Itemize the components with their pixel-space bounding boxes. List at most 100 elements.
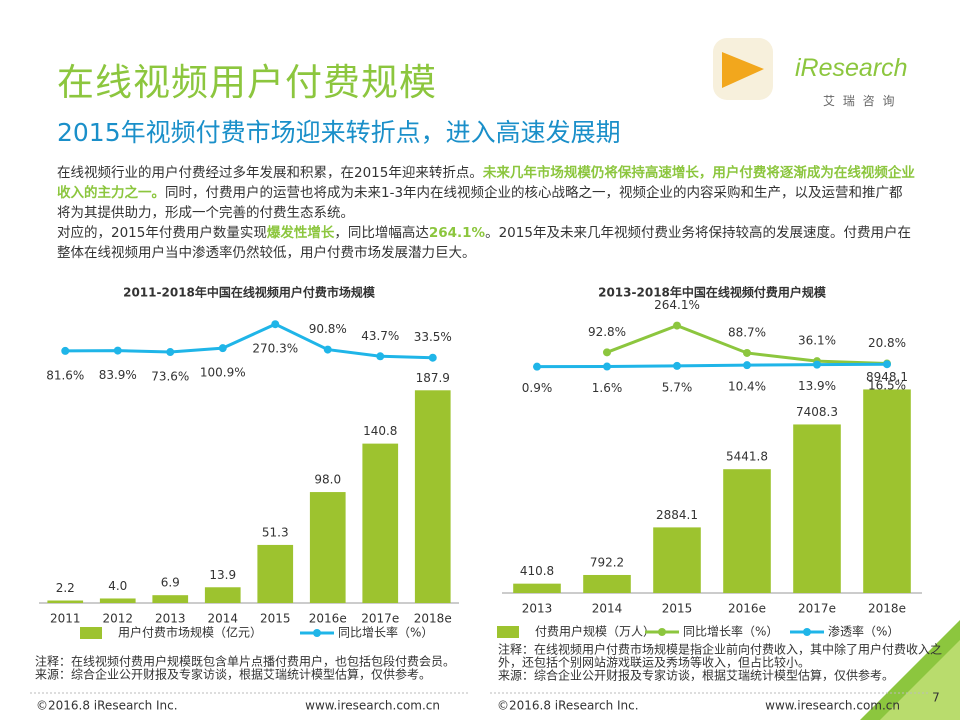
text-run: 在线视频行业的用户付费经过多年发展和积累，在2015年迎来转折点。 [57,165,483,181]
data-label: 13.9% [798,379,836,393]
data-label: 792.2 [590,555,624,569]
line-point [166,348,175,357]
x-tick-label: 2018e [868,602,906,616]
x-tick-label: 2018e [414,612,452,626]
bar [863,389,911,593]
bar [653,527,701,593]
footer-text: ©2016.8 iResearch Inc. [36,699,178,713]
x-tick-label: 2017e [798,602,836,616]
page-subtitle: 2015年视频付费市场迎来转折点，进入高速发展期 [57,118,621,147]
data-label: 90.8% [309,322,347,336]
legend-swatch [80,627,102,639]
legend-swatch [313,629,321,637]
legend-swatch [803,628,811,636]
legend-swatch [658,628,666,636]
data-label: 1.6% [592,381,623,395]
data-label: 2884.1 [656,508,698,522]
bar [583,574,631,593]
chart-title: 2011-2018年中国在线视频用户付费市场规模 [123,285,376,300]
data-label: 10.4% [728,380,766,394]
data-label: 410.8 [520,564,554,578]
x-tick-label: 2013 [155,612,186,626]
bar [723,469,771,593]
x-tick-label: 2015 [662,602,693,616]
x-tick-label: 2011 [50,612,81,626]
data-label: 13.9 [209,568,236,582]
data-label: 270.3% [252,342,298,356]
bar [414,390,451,603]
paragraph: 在线视频行业的用户付费经过多年发展和积累，在2015年迎来转折点。未来几年市场规… [57,163,915,223]
data-label: 92.8% [588,325,626,339]
page-title: 在线视频用户付费规模 [57,61,437,104]
legend-swatch [497,626,519,638]
x-tick-label: 2016e [728,602,766,616]
data-label: 0.9% [522,381,553,395]
footer-text: www.iresearch.com.cn [765,699,900,713]
text-run: 264.1% [428,225,486,241]
note: 注释：在线视频付费用户规模既包含单片点播付费用户，也包括包段付费会员。 [35,654,455,669]
x-tick-label: 2014 [207,612,238,626]
data-label: 100.9% [200,366,246,380]
x-tick-label: 2017e [361,612,399,626]
line-point [113,346,122,355]
paragraph: 对应的，2015年付费用户数量实现爆发性增长，同比增幅高达264.1%。2015… [57,223,915,263]
data-label: 73.6% [151,370,189,384]
line-point [603,362,611,371]
note: 来源：综合企业公开财报及专家访谈，根据艾瑞统计模型估算，仅供参考。 [35,667,431,682]
data-label: 7408.3 [796,405,838,419]
text-run: 。2015年及未来几年视频付费业务将保持较高的发展速度。付费用户在整体在线视频用… [57,225,911,261]
data-label: 5.7% [662,380,693,394]
line-point [673,361,681,370]
x-tick-label: 2015 [260,612,291,626]
data-label: 8948.1 [866,370,908,384]
data-label: 187.9 [416,371,450,385]
data-label: 98.0 [314,473,341,487]
text-run: 对应的，2015年付费用户数量实现 [57,225,267,241]
logo: iResearch [795,54,908,82]
bar [152,595,189,603]
data-label: 2.2 [56,581,75,595]
legend-label: 用户付费市场规模（亿元） [118,625,262,640]
x-tick-label: 2014 [592,602,623,616]
line-point [271,320,280,329]
legend-label: 同比增长率（%） [338,625,433,640]
bar [99,598,136,603]
data-label: 5441.8 [726,450,768,464]
text-run: ，同比增幅高达 [334,225,429,241]
chart-title: 2013-2018年中国在线视频付费用户规模 [598,285,827,300]
note: 外，还包括个别网站游戏联运及秀场等收入，但占比较小。 [498,655,810,670]
x-tick-label: 2013 [522,602,553,616]
bar [47,600,84,603]
line-point [743,361,751,370]
data-label: 4.0 [108,579,127,593]
text-run: 爆发性增长 [266,225,335,241]
app-icon-play [722,52,764,88]
legend-label: 付费用户规模（万人） [535,624,655,639]
line-point [533,362,541,371]
note: 来源：综合企业公开财报及专家访谈，根据艾瑞统计模型估算，仅供参考。 [498,668,894,683]
body-text: 在线视频行业的用户付费经过多年发展和积累，在2015年迎来转折点。未来几年市场规… [57,163,915,263]
page-number: 7 [932,691,940,705]
data-label: 33.5% [414,330,452,344]
data-label: 20.8% [868,336,906,350]
line-point [61,346,70,355]
data-label: 81.6% [46,368,84,382]
x-tick-label: 2012 [102,612,133,626]
line [65,322,433,360]
data-label: 140.8 [363,424,397,438]
line [536,362,888,369]
line-point [603,348,611,357]
data-label: 36.1% [798,334,836,348]
data-label: 51.3 [262,525,289,539]
line-point [743,348,751,357]
data-label: 43.7% [361,329,399,343]
line-point [673,321,681,330]
note: 注释：在线视频用户付费市场规模是指企业前向付费收入，其中除了用户付费收入之 [498,642,942,657]
data-label: 88.7% [728,325,766,339]
bar [513,583,561,593]
text-run: 未来几年市场规模仍将保持高速增长，用户付费将逐渐成为在线视频企业收入的主力之一。 [57,165,915,201]
legend-label: 渗透率（%） [828,624,899,639]
line-point [883,360,891,369]
